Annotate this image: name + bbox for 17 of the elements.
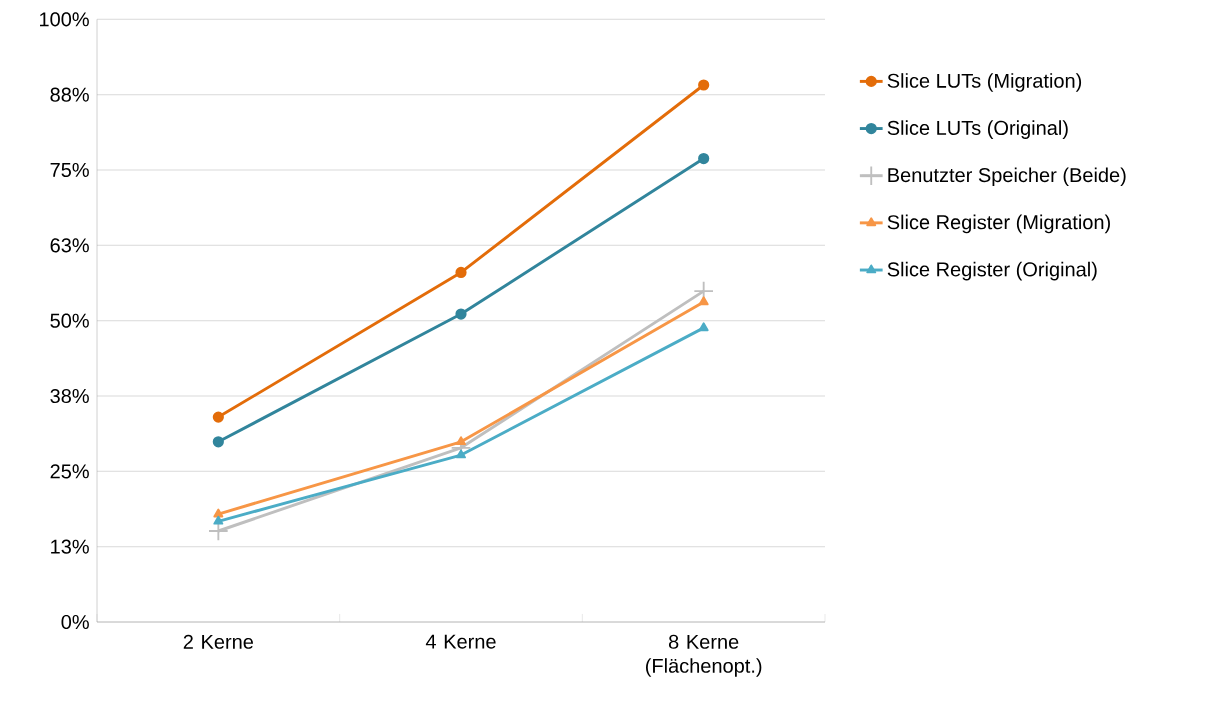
legend-label: Benutzter Speicher (Beide)	[888, 167, 1126, 187]
y-tick-label: 88%	[50, 87, 89, 102]
y-tick-label: 13%	[51, 539, 89, 554]
y-tick-label: 63%	[50, 238, 89, 253]
x-tick-label: 2 Kerne	[183, 634, 253, 649]
y-tick-label: 0%	[61, 614, 89, 630]
legend-label: Slice LUTs (Original)	[887, 120, 1068, 139]
y-tick-label: 38%	[50, 388, 89, 404]
legend-label: Slice Register (Migration)	[887, 214, 1110, 234]
y-tick-label: 100%	[40, 12, 89, 27]
x-tick-label: 8 Kerne (Flächenopt.)	[645, 634, 762, 677]
x-tick-label: 4 Kerne	[425, 634, 496, 649]
y-tick-label: 50%	[50, 313, 89, 328]
y-tick-label: 75%	[50, 162, 89, 178]
y-tick-label: 25%	[50, 464, 89, 479]
legend-label: Slice Register (Original)	[887, 261, 1097, 281]
legend-label: Slice LUTs (Migration)	[887, 73, 1082, 92]
